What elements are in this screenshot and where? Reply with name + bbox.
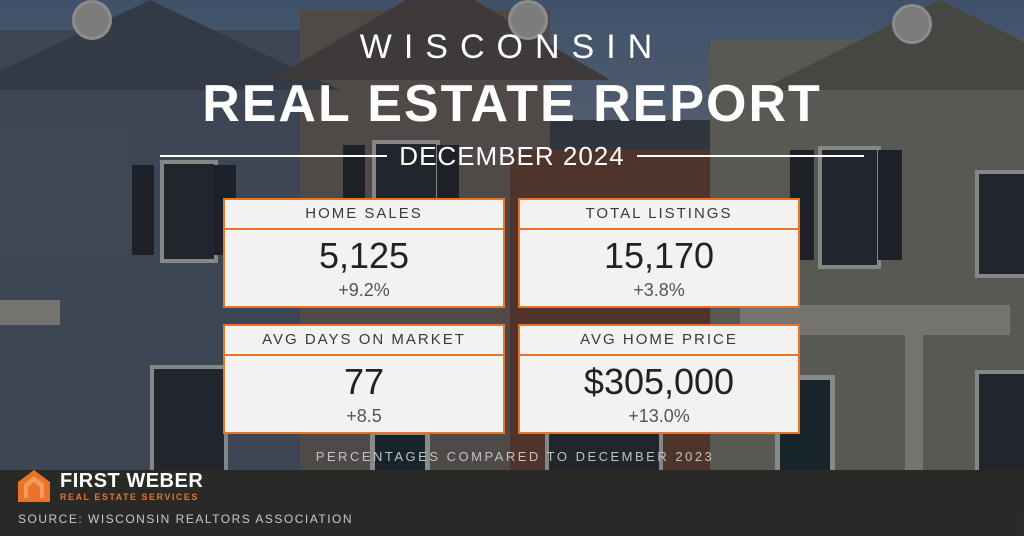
house-logo-icon — [18, 470, 50, 502]
stat-card-avg-days-on-market: AVG DAYS ON MARKET 77 +8.5 — [223, 324, 505, 434]
report-state: WISCONSIN — [359, 28, 665, 66]
stat-label: HOME SALES — [225, 200, 503, 230]
stat-change: +9.2% — [338, 280, 390, 300]
source-credit: SOURCE: WISCONSIN REALTORS ASSOCIATION — [18, 512, 354, 526]
stat-change: +13.0% — [628, 406, 690, 426]
stat-card-home-sales: HOME SALES 5,125 +9.2% — [223, 198, 505, 308]
brand-logo: FIRST WEBER REAL ESTATE SERVICES — [16, 468, 203, 504]
brand-tagline: REAL ESTATE SERVICES — [60, 492, 199, 502]
stat-change: +3.8% — [633, 280, 685, 300]
report-title: REAL ESTATE REPORT — [202, 75, 822, 133]
stat-value: $305,000 — [583, 361, 735, 402]
stat-value: 15,170 — [603, 235, 715, 276]
stat-value: 77 — [343, 361, 385, 402]
report-period: DECEMBER 2024 — [399, 140, 625, 171]
divider-line-right — [636, 155, 865, 157]
stat-label: TOTAL LISTINGS — [520, 200, 798, 230]
stat-card-avg-home-price: AVG HOME PRICE $305,000 +13.0% — [518, 324, 800, 434]
report-period-row: DECEMBER 2024 — [160, 140, 865, 172]
stat-change: +8.5 — [346, 406, 382, 426]
comparison-note: PERCENTAGES COMPARED TO DECEMBER 2023 — [315, 449, 715, 464]
stat-card-total-listings: TOTAL LISTINGS 15,170 +3.8% — [518, 198, 800, 308]
stat-label: AVG DAYS ON MARKET — [225, 326, 503, 356]
brand-name: FIRST WEBER — [60, 470, 204, 492]
stat-value: 5,125 — [318, 235, 410, 276]
stat-label: AVG HOME PRICE — [520, 326, 798, 356]
divider-line-left — [160, 155, 388, 157]
